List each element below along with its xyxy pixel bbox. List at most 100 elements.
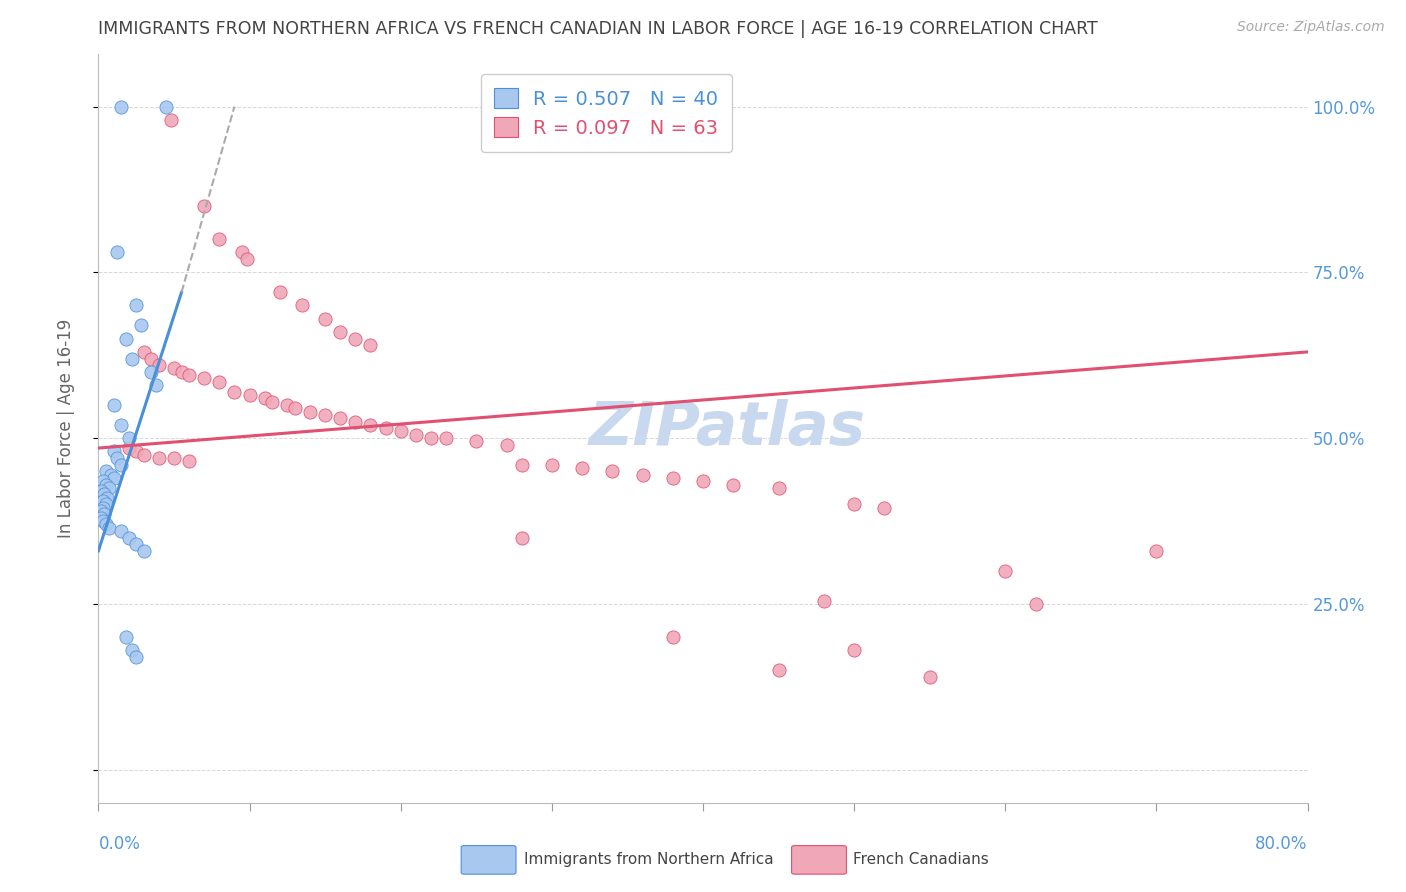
Point (602, 464, 624, 478)
Point (768, 663, 790, 677)
Legend: R = 0.507   N = 40, R = 0.097   N = 63: R = 0.507 N = 40, R = 0.097 N = 63 (481, 74, 731, 152)
Point (94, 497, 117, 511)
Point (235, 252, 257, 266)
Y-axis label: In Labor Force | Age 16-19: In Labor Force | Age 16-19 (56, 318, 75, 538)
Point (253, 392, 276, 406)
Point (91, 500, 114, 515)
Point (121, 643, 143, 657)
Point (155, 99, 177, 113)
Point (114, 630, 136, 644)
Point (844, 643, 866, 657)
Point (160, 112, 183, 127)
Point (314, 311, 336, 326)
Point (262, 394, 284, 409)
Point (918, 670, 941, 684)
Text: Source: ZipAtlas.com: Source: ZipAtlas.com (1237, 20, 1385, 34)
Point (360, 417, 382, 432)
Point (276, 398, 298, 412)
Point (179, 454, 201, 468)
Point (661, 630, 683, 644)
Point (510, 531, 533, 545)
Point (631, 467, 654, 482)
Point (170, 365, 193, 379)
Point (389, 425, 412, 439)
Point (118, 531, 141, 545)
Point (314, 408, 336, 422)
Point (163, 361, 186, 376)
Point (873, 500, 896, 515)
Point (148, 358, 170, 372)
Point (179, 368, 201, 383)
Point (121, 351, 143, 366)
Point (125, 298, 148, 312)
Point (91, 474, 114, 488)
Point (420, 431, 443, 445)
Point (329, 325, 352, 339)
Point (118, 431, 141, 445)
Point (132, 448, 155, 462)
Point (231, 245, 253, 260)
Text: IMMIGRANTS FROM NORTHERN AFRICA VS FRENCH CANADIAN IN LABOR FORCE | AGE 16-19 CO: IMMIGRANTS FROM NORTHERN AFRICA VS FRENC… (98, 21, 1098, 38)
Point (114, 332, 136, 346)
Point (125, 444, 148, 458)
Point (94, 477, 117, 491)
Point (284, 401, 307, 416)
Point (105, 450, 128, 465)
Point (100, 467, 122, 482)
Point (90, 504, 112, 518)
Point (329, 411, 352, 425)
Point (208, 375, 231, 389)
Point (661, 471, 683, 485)
Point (571, 461, 593, 475)
Point (129, 318, 152, 333)
Text: French Canadians: French Canadians (853, 853, 990, 867)
Point (145, 378, 167, 392)
Point (374, 421, 396, 435)
Point (103, 444, 125, 458)
Point (98, 521, 121, 535)
Point (125, 537, 148, 551)
Text: 0.0%: 0.0% (98, 835, 141, 854)
Point (540, 458, 562, 472)
Point (405, 427, 427, 442)
Point (193, 199, 215, 213)
Point (141, 351, 163, 366)
Point (193, 371, 215, 385)
Point (344, 415, 367, 429)
Point (132, 345, 155, 359)
Point (110, 458, 132, 472)
Point (103, 471, 125, 485)
Point (344, 332, 367, 346)
Point (239, 388, 262, 402)
Point (90, 484, 112, 499)
Point (495, 438, 517, 452)
Point (103, 398, 125, 412)
Point (125, 649, 148, 664)
Point (94, 464, 117, 478)
Point (208, 232, 231, 246)
Point (994, 564, 1017, 578)
Point (91, 514, 114, 528)
Point (1146, 544, 1168, 558)
Point (434, 431, 457, 445)
Point (224, 384, 246, 399)
Text: Immigrants from Northern Africa: Immigrants from Northern Africa (524, 853, 775, 867)
Point (91, 494, 114, 508)
Point (141, 365, 163, 379)
Point (465, 434, 488, 449)
Point (110, 417, 132, 432)
Point (1024, 597, 1046, 611)
Point (110, 524, 132, 538)
Point (90, 510, 112, 524)
Point (132, 544, 155, 558)
Point (148, 450, 170, 465)
Point (118, 441, 141, 455)
Point (360, 338, 382, 352)
Text: 80.0%: 80.0% (1256, 835, 1308, 854)
Point (723, 477, 745, 491)
Text: ZIPatlas: ZIPatlas (589, 399, 866, 458)
Point (93, 487, 115, 501)
Point (844, 497, 866, 511)
Point (163, 450, 186, 465)
Point (98, 481, 121, 495)
